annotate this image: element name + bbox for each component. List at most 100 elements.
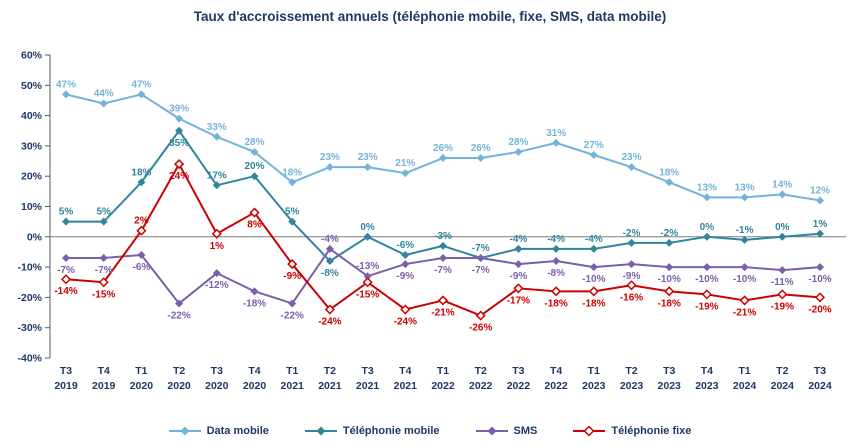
data-label: 12% xyxy=(810,185,830,196)
data-point-marker xyxy=(137,250,146,259)
data-label: -18% xyxy=(658,298,681,309)
x-axis-label-year: 2024 xyxy=(808,380,832,392)
x-axis-label-quarter: T2 xyxy=(625,365,637,377)
data-label: -19% xyxy=(695,301,718,312)
data-label: 1% xyxy=(813,219,828,230)
legend-label: Téléphonie fixe xyxy=(611,425,692,437)
data-label: -4% xyxy=(547,234,565,245)
data-point-marker xyxy=(588,286,599,297)
x-axis-label-year: 2021 xyxy=(356,380,380,392)
data-label: -11% xyxy=(771,277,794,288)
data-point-marker xyxy=(288,217,297,226)
data-label: 5% xyxy=(59,207,74,218)
data-label: 28% xyxy=(244,137,264,148)
data-point-marker xyxy=(814,292,826,303)
y-axis-tick-label: 50% xyxy=(21,80,43,92)
data-label: -10% xyxy=(582,274,605,285)
data-label: -26% xyxy=(469,323,492,334)
data-point-marker xyxy=(739,295,750,306)
legend-marker-icon xyxy=(304,426,337,436)
data-label: -24% xyxy=(318,317,341,328)
legend-label: Téléphonie mobile xyxy=(342,425,440,437)
y-axis-tick-label: 10% xyxy=(21,201,43,213)
data-label: 13% xyxy=(697,182,717,193)
x-axis-label-quarter: T2 xyxy=(475,365,487,377)
data-point-marker xyxy=(740,263,749,272)
data-point-marker xyxy=(816,263,824,272)
data-label: -17% xyxy=(507,295,530,306)
x-axis-label-year: 2019 xyxy=(92,380,116,392)
x-axis-label-year: 2022 xyxy=(469,380,493,392)
data-point-marker xyxy=(62,217,70,226)
data-label: 13% xyxy=(735,182,755,193)
data-label: 17% xyxy=(207,170,227,181)
x-axis-label-year: 2024 xyxy=(771,380,795,392)
x-axis-label-year: 2020 xyxy=(167,380,191,392)
data-label: 35% xyxy=(169,138,189,149)
data-point-marker xyxy=(250,287,259,296)
data-label: 1% xyxy=(210,241,225,252)
data-label: -4% xyxy=(585,234,603,245)
x-axis-label-year: 2024 xyxy=(733,380,757,392)
y-axis-tick-label: -30% xyxy=(17,322,42,334)
x-axis-label-year: 2019 xyxy=(54,380,78,392)
x-axis-label-quarter: T3 xyxy=(512,365,524,377)
data-label: 47% xyxy=(131,79,151,90)
data-label: 18% xyxy=(131,167,151,178)
data-point-marker xyxy=(665,263,674,272)
x-axis-label-quarter: T4 xyxy=(550,365,562,377)
x-axis-label-quarter: T1 xyxy=(437,365,449,377)
data-point-marker xyxy=(589,263,598,272)
data-point-marker xyxy=(362,277,373,288)
y-axis-tick-label: 40% xyxy=(21,110,43,122)
data-point-marker xyxy=(363,232,372,241)
x-axis-label-year: 2021 xyxy=(281,380,305,392)
data-label: -14% xyxy=(54,286,77,297)
data-label: 8% xyxy=(247,220,262,231)
x-axis-label-year: 2023 xyxy=(620,380,644,392)
data-label: 24% xyxy=(169,171,189,182)
data-point-marker xyxy=(701,289,712,300)
data-label: -6% xyxy=(396,240,414,251)
data-point-marker xyxy=(325,257,334,266)
data-point-marker xyxy=(174,159,185,170)
data-point-marker xyxy=(62,90,70,99)
data-point-marker xyxy=(137,178,146,187)
data-point-marker xyxy=(400,304,411,315)
data-point-marker xyxy=(702,232,711,241)
data-label: 20% xyxy=(244,161,264,172)
data-label: -7% xyxy=(472,243,490,254)
x-axis-label-quarter: T1 xyxy=(286,365,298,377)
data-point-marker xyxy=(99,99,108,108)
x-axis-label-quarter: T3 xyxy=(361,365,373,377)
data-point-marker xyxy=(325,244,334,253)
x-axis-label-year: 2020 xyxy=(205,380,229,392)
data-point-marker xyxy=(401,260,410,269)
data-label: -4% xyxy=(510,234,528,245)
x-axis-label-quarter: T3 xyxy=(814,365,826,377)
data-label: -7% xyxy=(434,265,452,276)
legend-label: Data mobile xyxy=(206,425,269,437)
data-point-marker xyxy=(363,272,372,281)
data-point-marker xyxy=(250,147,259,156)
data-point-marker xyxy=(99,217,108,226)
x-axis-label-quarter: T4 xyxy=(248,365,260,377)
data-label: -15% xyxy=(92,289,115,300)
data-point-marker xyxy=(325,163,334,172)
data-point-marker xyxy=(627,238,636,247)
data-label: 26% xyxy=(433,143,453,154)
data-point-marker xyxy=(288,178,297,187)
data-label: 0% xyxy=(775,222,790,233)
data-point-marker xyxy=(250,172,259,181)
chart-legend: Data mobile Téléphonie mobile SMS Téléphoni… xyxy=(0,425,860,437)
data-point-marker xyxy=(476,154,485,163)
data-point-marker xyxy=(514,147,523,156)
data-point-marker xyxy=(439,254,447,263)
x-axis-label-year: 2021 xyxy=(394,380,418,392)
x-axis-label-year: 2022 xyxy=(507,380,531,392)
data-point-marker xyxy=(212,269,221,278)
data-point-marker xyxy=(589,150,598,159)
data-label: 23% xyxy=(358,152,378,163)
data-label: 31% xyxy=(546,128,566,139)
